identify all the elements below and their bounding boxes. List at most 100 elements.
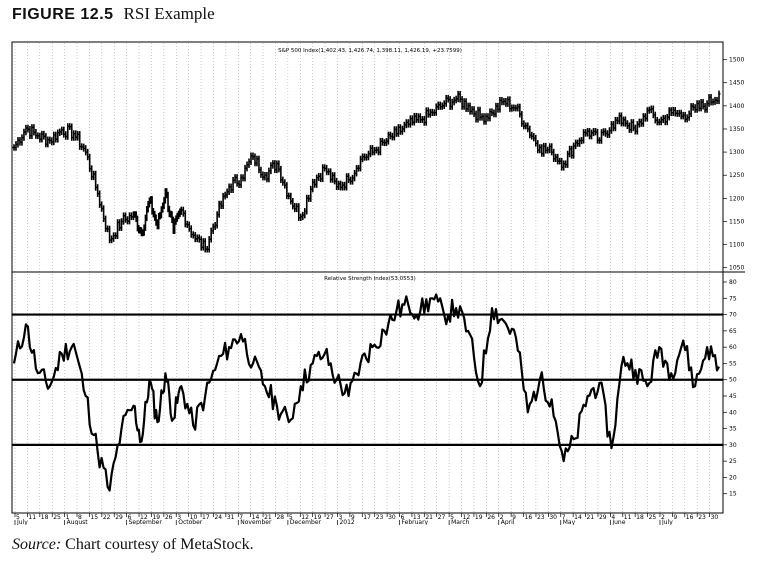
x-day-label: 11 <box>624 514 632 521</box>
x-day-label: 23 <box>537 514 545 521</box>
rsi-panel-title: Relative Strength Index(53.0553) <box>324 276 416 282</box>
x-day-label: 18 <box>41 514 49 521</box>
x-month-label: June <box>611 519 625 525</box>
source-text: Chart courtesy of MetaStock. <box>65 536 254 553</box>
price-tick-label: 1300 <box>729 149 744 156</box>
x-month-label: May <box>563 519 576 525</box>
source-note: Source: Chart courtesy of MetaStock. <box>12 536 254 554</box>
x-day-label: 23 <box>698 514 706 521</box>
x-day-label: 31 <box>227 514 235 521</box>
figure-title: RSI Example <box>123 4 215 23</box>
x-day-label: 18 <box>636 514 644 521</box>
x-day-label: 19 <box>314 514 322 521</box>
x-day-label: 17 <box>202 514 210 521</box>
x-day-label: 8 <box>78 514 82 521</box>
x-day-label: 30 <box>549 514 557 521</box>
rsi-series <box>12 293 720 492</box>
x-day-label: 15 <box>90 514 98 521</box>
x-month-label: November <box>240 519 272 525</box>
x-day-label: 5 <box>289 514 293 521</box>
rsi-tick-label: 30 <box>729 442 737 449</box>
rsi-tick-label: 15 <box>729 491 737 498</box>
x-day-label: 7 <box>239 514 243 521</box>
rsi-y-axis: 80 75 70 65 60 55 50 45 40 35 30 25 20 15 <box>723 279 737 498</box>
x-day-label: 3 <box>338 514 342 521</box>
x-month-label: July <box>661 519 673 525</box>
x-day-label: 14 <box>574 514 582 521</box>
x-day-label: 13 <box>413 514 421 521</box>
price-y-axis: 1500 1450 1400 1350 1300 1250 1200 1150 1100 1050 <box>723 57 744 272</box>
x-day-label: 9 <box>673 514 677 521</box>
x-day-label: 21 <box>425 514 433 521</box>
rsi-tick-label: 25 <box>729 458 737 465</box>
x-day-label: 28 <box>276 514 284 521</box>
price-tick-label: 1350 <box>729 126 744 133</box>
x-day-label: 9 <box>351 514 355 521</box>
x-day-label: 23 <box>376 514 384 521</box>
figure-number: FIGURE 12.5 <box>12 6 114 23</box>
x-day-label: 24 <box>214 514 222 521</box>
rsi-tick-label: 65 <box>729 328 737 335</box>
price-tick-label: 1250 <box>729 172 744 179</box>
rsi-tick-label: 75 <box>729 295 737 302</box>
x-month-label: September <box>129 519 163 525</box>
x-day-label: 29 <box>599 514 607 521</box>
rsi-tick-label: 55 <box>729 360 737 367</box>
rsi-reference-lines <box>12 313 723 446</box>
x-day-label: 11 <box>28 514 36 521</box>
x-month-label: February <box>402 519 429 525</box>
x-day-label: 6 <box>128 514 132 521</box>
price-series <box>12 90 721 253</box>
x-day-label: 1 <box>66 514 70 521</box>
x-month-label: April <box>501 519 515 525</box>
x-day-label: 17 <box>363 514 371 521</box>
rsi-line <box>12 293 720 492</box>
x-day-label: 10 <box>190 514 198 521</box>
x-day-label: 21 <box>587 514 595 521</box>
x-day-label: 27 <box>326 514 334 521</box>
x-day-label: 6 <box>401 514 405 521</box>
price-tick-label: 1450 <box>729 80 744 87</box>
x-month-label: 2012 <box>339 519 354 525</box>
price-panel-title: S&P 500 Index(1,402.43, 1,426.74, 1,398.… <box>278 48 462 54</box>
source-label: Source: <box>12 536 62 553</box>
x-month-label: March <box>451 519 469 525</box>
x-day-label: 25 <box>649 514 657 521</box>
figure-header: FIGURE 12.5 RSI Example <box>12 4 215 28</box>
price-tick-label: 1100 <box>729 242 744 249</box>
x-month-label: October <box>178 519 203 525</box>
x-day-label: 21 <box>264 514 272 521</box>
x-day-label: 30 <box>388 514 396 521</box>
x-day-label: 5 <box>450 514 454 521</box>
vertical-gridlines <box>14 43 710 512</box>
price-tick-label: 1150 <box>729 218 744 225</box>
x-day-label: 25 <box>53 514 61 521</box>
rsi-tick-label: 20 <box>729 474 737 481</box>
x-day-label: 2 <box>661 514 665 521</box>
x-day-label: 22 <box>103 514 111 521</box>
x-day-label: 7 <box>562 514 566 521</box>
x-day-label: 26 <box>487 514 495 521</box>
rsi-tick-label: 45 <box>729 393 737 400</box>
x-day-label: 29 <box>115 514 123 521</box>
rsi-tick-label: 80 <box>729 279 737 286</box>
price-tick-label: 1050 <box>729 265 744 272</box>
rsi-tick-label: 50 <box>729 377 737 384</box>
x-day-label: 9 <box>512 514 516 521</box>
price-tick-label: 1200 <box>729 195 744 202</box>
x-day-label: 27 <box>438 514 446 521</box>
x-month-label: August <box>67 519 89 525</box>
x-day-label: 2 <box>500 514 504 521</box>
rsi-tick-label: 60 <box>729 344 737 351</box>
x-day-label: 12 <box>140 514 148 521</box>
x-day-label: 16 <box>525 514 533 521</box>
x-day-label: 30 <box>711 514 719 521</box>
x-day-label: 14 <box>252 514 260 521</box>
x-day-label: 3 <box>177 514 181 521</box>
x-axis: 5 11 18 25 1 8 15 22 29 6 12 19 26 3 10 17 24 31 7 14 21 28 5 1… <box>14 513 719 525</box>
chart-area: S&P 500 Index(1,402.43, 1,426.74, 1,398.… <box>11 41 745 525</box>
x-month-label: July <box>16 519 28 525</box>
x-day-label: 12 <box>463 514 471 521</box>
rsi-tick-label: 70 <box>729 312 737 319</box>
x-day-label: 19 <box>152 514 160 521</box>
